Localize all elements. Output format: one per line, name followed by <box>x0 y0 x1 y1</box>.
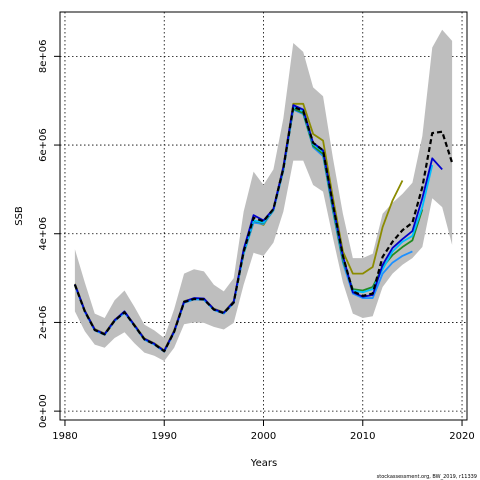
y-axis-label: SSB <box>14 206 25 226</box>
x-tick-label-4: 2020 <box>449 431 474 442</box>
y-tick-label-1: 2e+06 <box>38 306 49 340</box>
x-tick-label-1: 1990 <box>152 431 177 442</box>
series-line-retro-1 <box>74 104 443 352</box>
series-line-current <box>73 105 454 353</box>
y-tick-label-4: 8e+06 <box>38 40 49 74</box>
x-tick-label-2: 2000 <box>251 431 276 442</box>
confidence-band <box>74 29 453 362</box>
confidence-band-layer <box>74 29 453 362</box>
credit-text: stockassessment.org, BW_2019, r11339 <box>377 474 477 480</box>
y-axis: 0e+00 2e+06 4e+06 6e+06 8e+06 <box>38 40 61 428</box>
x-tick-label-3: 2010 <box>350 431 375 442</box>
x-axis-label: Years <box>250 458 277 469</box>
y-tick-label-0: 0e+00 <box>38 394 49 428</box>
x-tick-label-0: 1980 <box>52 431 77 442</box>
y-tick-label-3: 6e+06 <box>38 128 49 162</box>
x-axis: 1980 1990 2000 2010 2020 <box>52 419 475 442</box>
series-layer <box>73 102 454 353</box>
y-tick-label-2: 4e+06 <box>38 217 49 251</box>
